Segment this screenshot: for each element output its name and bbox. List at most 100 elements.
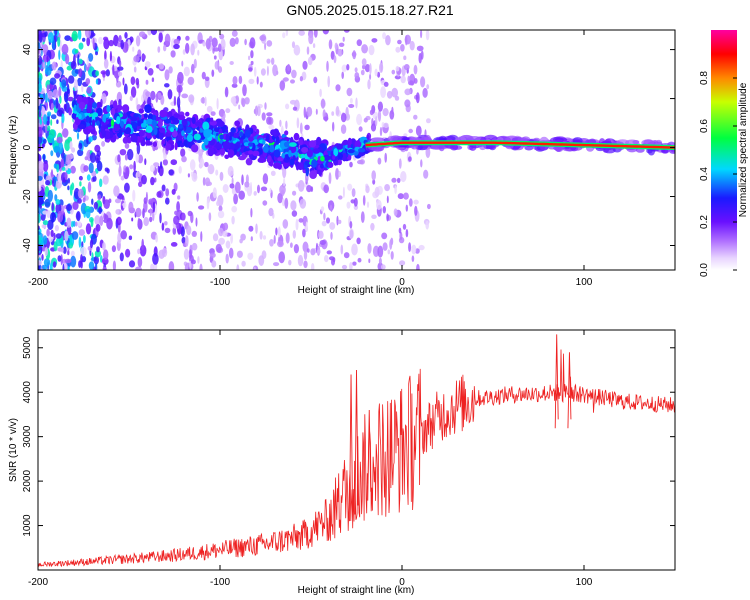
- spectrogram-noise-cell: [331, 111, 335, 116]
- spectrogram-signal-cell: [186, 134, 193, 142]
- spectrogram-signal-cell: [217, 120, 225, 127]
- spectrogram-noise-cell: [219, 33, 225, 40]
- spectrogram-noise-cell: [38, 231, 41, 236]
- spectrogram-noise-cell: [177, 195, 181, 200]
- spectrogram-noise-cell: [58, 86, 62, 99]
- spectrogram-noise-cell: [335, 168, 340, 180]
- spectrogram-signal-cell: [284, 130, 289, 136]
- spectrogram-signal-cell: [112, 100, 118, 110]
- spectrogram-noise-cell: [91, 134, 97, 141]
- spectrogram-noise-cell: [60, 247, 64, 253]
- spectrogram-noise-cell: [241, 174, 244, 186]
- spectrogram-noise-cell: [318, 230, 324, 239]
- spectrogram-noise-cell: [130, 76, 136, 85]
- spectrogram-noise-cell: [71, 147, 76, 153]
- spectrogram-noise-cell: [291, 41, 296, 49]
- spectrogram-noise-cell: [73, 187, 80, 200]
- spectrogram-noise-cell: [45, 123, 48, 134]
- spectrogram-noise-cell: [352, 50, 357, 60]
- spectrogram-noise-cell: [241, 260, 246, 267]
- spectrogram-noise-cell: [46, 84, 50, 94]
- spectrogram-noise-cell: [306, 46, 310, 55]
- spectrogram-noise-cell: [75, 221, 78, 227]
- spectrogram-noise-cell: [289, 99, 297, 105]
- spectrogram-noise-cell: [299, 122, 303, 135]
- spectrogram-noise-cell: [403, 55, 407, 61]
- spectrogram-noise-cell: [46, 228, 50, 237]
- spectrogram-signal-cell: [245, 158, 253, 166]
- spectrogram-noise-cell: [230, 96, 237, 104]
- spectrogram-noise-cell: [49, 262, 53, 270]
- spectrogram-noise-cell: [106, 168, 110, 174]
- spectrogram-signal-cell: [85, 115, 90, 123]
- spectrogram-noise-cell: [259, 35, 267, 41]
- spectrogram-noise-cell: [94, 215, 101, 226]
- spectrogram-noise-cell: [220, 38, 226, 50]
- spectrogram-noise-cell: [55, 97, 59, 109]
- snr-layer: [38, 334, 675, 568]
- spectrogram-noise-cell: [71, 231, 79, 240]
- spectrogram-noise-cell: [38, 126, 43, 138]
- spectrogram-signal-cell: [178, 123, 183, 129]
- spectrogram-noise-cell: [38, 234, 41, 247]
- spectrogram-noise-cell: [72, 201, 79, 210]
- spectrogram-noise-cell: [335, 105, 340, 116]
- spectrogram-signal-cell: [309, 170, 317, 180]
- spectrogram-noise-cell: [341, 71, 345, 80]
- spectrogram-noise-cell: [229, 37, 236, 48]
- spectrogram-noise-cell: [112, 260, 116, 270]
- spectrogram-noise-cell: [349, 97, 353, 104]
- spectrogram-noise-cell: [218, 43, 222, 52]
- spectrogram-noise-cell: [148, 198, 156, 203]
- spectrogram-noise-cell: [122, 202, 127, 208]
- spectrogram-noise-cell: [176, 201, 181, 213]
- snr-ytick-label: 2000: [22, 470, 33, 493]
- spectrogram-noise-cell: [232, 76, 238, 85]
- spectrogram-noise-cell: [347, 183, 353, 191]
- spectrogram-noise-cell: [189, 159, 196, 171]
- spectrogram-noise-cell: [174, 210, 178, 216]
- spectrogram-noise-cell: [343, 30, 350, 33]
- spectrogram-noise-cell: [405, 35, 408, 46]
- spectrogram-noise-cell: [234, 181, 241, 194]
- spectrogram-noise-cell: [95, 70, 100, 77]
- spectrogram-noise-cell: [88, 261, 95, 270]
- spectrogram-signal-cell: [96, 120, 100, 126]
- spectrogram-noise-cell: [64, 154, 72, 165]
- spectrogram-signal-cell: [311, 159, 318, 168]
- spectrogram-noise-cell: [101, 93, 107, 104]
- colorbar-tick-label: 0.4: [699, 167, 710, 181]
- spectrogram-noise-cell: [150, 90, 156, 101]
- spectrogram-noise-cell: [105, 69, 111, 77]
- spectrogram-noise-cell: [381, 232, 388, 240]
- spectrogram-noise-cell: [291, 69, 297, 79]
- spectrogram-noise-cell: [257, 105, 261, 117]
- spectrogram-noise-cell: [395, 46, 401, 53]
- spectrogram-noise-cell: [222, 222, 229, 231]
- spectrogram-noise-cell: [261, 112, 266, 121]
- spectrogram-signal-cell: [202, 121, 210, 131]
- spectrogram-noise-cell: [230, 233, 234, 244]
- spectrogram-signal-cell: [262, 139, 266, 145]
- spectrogram-noise-cell: [253, 191, 257, 196]
- spectrogram-signal-cell: [138, 129, 145, 137]
- spectrogram-noise-cell: [368, 258, 371, 264]
- spectrogram-noise-cell: [157, 30, 165, 33]
- spectrogram-noise-cell: [181, 236, 186, 244]
- spectrogram-noise-cell: [173, 95, 177, 106]
- spectrogram-noise-cell: [44, 31, 48, 37]
- spectrogram-noise-cell: [382, 242, 388, 251]
- spectrogram-signal-cell: [78, 113, 82, 120]
- snr-spike: [567, 352, 572, 429]
- spectrogram-signal-cell: [137, 120, 141, 127]
- spectrogram-signal-cell: [110, 119, 115, 127]
- spectrogram-signal-cell: [230, 127, 236, 134]
- spectrogram-signal-cell: [269, 144, 275, 153]
- spectrogram-noise-cell: [253, 266, 257, 270]
- spectrogram-noise-cell: [70, 165, 76, 174]
- snr-spike: [349, 374, 353, 522]
- spectrogram-noise-cell: [38, 109, 42, 118]
- spectrogram-noise-cell: [361, 44, 368, 54]
- spectrogram-noise-cell: [78, 142, 83, 150]
- spectrogram-noise-cell: [290, 79, 295, 84]
